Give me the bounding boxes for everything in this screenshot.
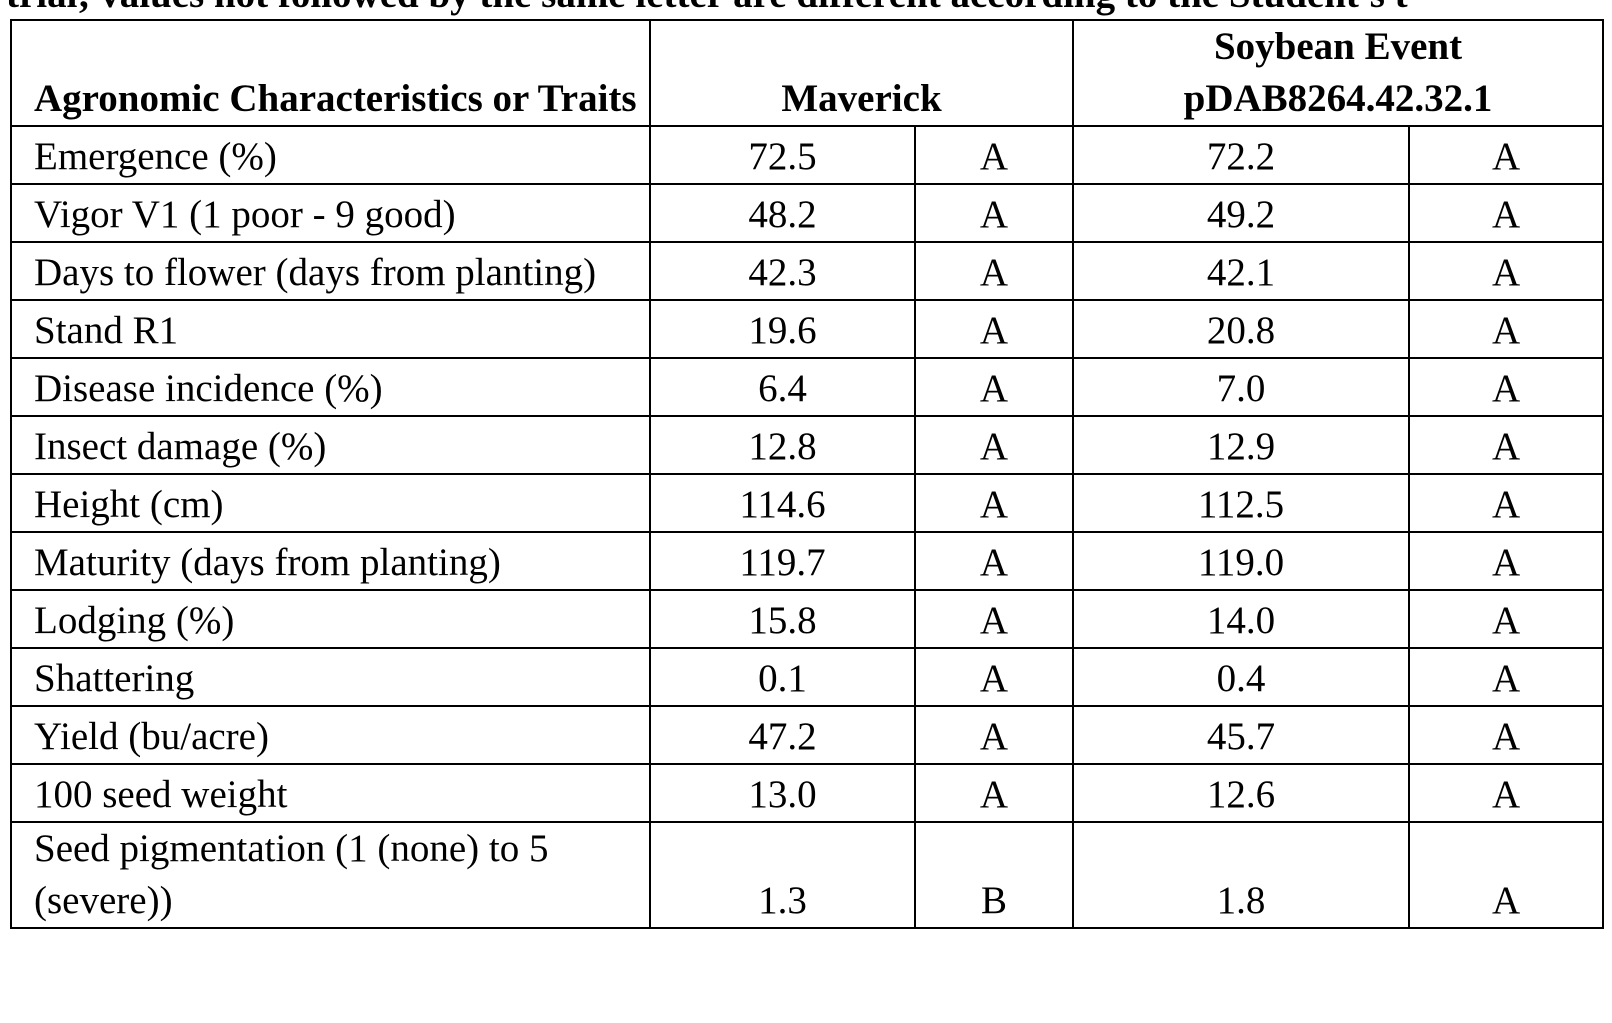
- value-cell: 119.7: [650, 532, 915, 590]
- header-cell: Maverick: [650, 20, 1073, 126]
- letter-cell: A: [1409, 590, 1603, 648]
- table-row: Vigor V1 (1 poor - 9 good)48.2A49.2A: [11, 184, 1603, 242]
- header-row: Agronomic Characteristics or Traits Mave…: [11, 20, 1603, 126]
- value-cell: 49.2: [1073, 184, 1409, 242]
- letter-cell: A: [915, 358, 1073, 416]
- value-cell: 72.5: [650, 126, 915, 184]
- letter-cell: A: [1409, 822, 1603, 928]
- trait-cell: Seed pigmentation (1 (none) to 5 (severe…: [11, 822, 650, 928]
- trait-cell: Disease incidence (%): [11, 358, 650, 416]
- letter-cell: A: [915, 416, 1073, 474]
- table-row: Maturity (days from planting)119.7A119.0…: [11, 532, 1603, 590]
- caption: trial; values not followed by the same l…: [6, 0, 1612, 17]
- letter-cell: A: [915, 764, 1073, 822]
- trait-cell: Vigor V1 (1 poor - 9 good): [11, 184, 650, 242]
- value-cell: 112.5: [1073, 474, 1409, 532]
- value-cell: 20.8: [1073, 300, 1409, 358]
- value-cell: 12.8: [650, 416, 915, 474]
- table-row: Seed pigmentation (1 (none) to 5 (severe…: [11, 822, 1603, 928]
- value-cell: 6.4: [650, 358, 915, 416]
- table-row: Emergence (%)72.5A72.2A: [11, 126, 1603, 184]
- trait-cell: Shattering: [11, 648, 650, 706]
- letter-cell: A: [915, 474, 1073, 532]
- value-cell: 12.9: [1073, 416, 1409, 474]
- trait-cell: Insect damage (%): [11, 416, 650, 474]
- letter-cell: B: [915, 822, 1073, 928]
- table-row: Stand R119.6A20.8A: [11, 300, 1603, 358]
- table-row: Lodging (%)15.8A14.0A: [11, 590, 1603, 648]
- letter-cell: A: [915, 532, 1073, 590]
- value-cell: 72.2: [1073, 126, 1409, 184]
- value-cell: 119.0: [1073, 532, 1409, 590]
- letter-cell: A: [1409, 300, 1603, 358]
- header-cell: Agronomic Characteristics or Traits: [11, 20, 650, 126]
- letter-cell: A: [915, 706, 1073, 764]
- value-cell: 15.8: [650, 590, 915, 648]
- value-cell: 12.6: [1073, 764, 1409, 822]
- letter-cell: A: [1409, 416, 1603, 474]
- trait-cell: Maturity (days from planting): [11, 532, 650, 590]
- value-cell: 48.2: [650, 184, 915, 242]
- letter-cell: A: [1409, 648, 1603, 706]
- value-cell: 42.1: [1073, 242, 1409, 300]
- value-cell: 42.3: [650, 242, 915, 300]
- letter-cell: A: [915, 648, 1073, 706]
- value-cell: 0.4: [1073, 648, 1409, 706]
- letter-cell: A: [1409, 532, 1603, 590]
- letter-cell: A: [1409, 764, 1603, 822]
- letter-cell: A: [1409, 184, 1603, 242]
- trait-cell: Yield (bu/acre): [11, 706, 650, 764]
- letter-cell: A: [915, 126, 1073, 184]
- table-row: Yield (bu/acre)47.2A45.7A: [11, 706, 1603, 764]
- table-row: Shattering0.1A0.4A: [11, 648, 1603, 706]
- value-cell: 19.6: [650, 300, 915, 358]
- letter-cell: A: [1409, 474, 1603, 532]
- letter-cell: A: [1409, 126, 1603, 184]
- value-cell: 14.0: [1073, 590, 1409, 648]
- letter-cell: A: [1409, 242, 1603, 300]
- table-row: Disease incidence (%)6.4A7.0A: [11, 358, 1603, 416]
- trait-cell: Emergence (%): [11, 126, 650, 184]
- data-table: Agronomic Characteristics or Traits Mave…: [10, 19, 1604, 929]
- letter-cell: A: [915, 300, 1073, 358]
- trait-cell: 100 seed weight: [11, 764, 650, 822]
- trait-cell: Height (cm): [11, 474, 650, 532]
- value-cell: 0.1: [650, 648, 915, 706]
- table-row: 100 seed weight13.0A12.6A: [11, 764, 1603, 822]
- value-cell: 1.3: [650, 822, 915, 928]
- letter-cell: A: [915, 590, 1073, 648]
- table-row: Height (cm)114.6A112.5A: [11, 474, 1603, 532]
- value-cell: 7.0: [1073, 358, 1409, 416]
- trait-cell: Days to flower (days from planting): [11, 242, 650, 300]
- header-cell: Soybean Event pDAB8264.42.32.1: [1073, 20, 1603, 126]
- value-cell: 1.8: [1073, 822, 1409, 928]
- trait-cell: Stand R1: [11, 300, 650, 358]
- value-cell: 114.6: [650, 474, 915, 532]
- letter-cell: A: [1409, 706, 1603, 764]
- letter-cell: A: [1409, 358, 1603, 416]
- letter-cell: A: [915, 184, 1073, 242]
- value-cell: 45.7: [1073, 706, 1409, 764]
- value-cell: 47.2: [650, 706, 915, 764]
- trait-cell: Lodging (%): [11, 590, 650, 648]
- table-body: Emergence (%)72.5A72.2AVigor V1 (1 poor …: [11, 126, 1603, 928]
- letter-cell: A: [915, 242, 1073, 300]
- table-row: Days to flower (days from planting)42.3A…: [11, 242, 1603, 300]
- value-cell: 13.0: [650, 764, 915, 822]
- table-row: Insect damage (%)12.8A12.9A: [11, 416, 1603, 474]
